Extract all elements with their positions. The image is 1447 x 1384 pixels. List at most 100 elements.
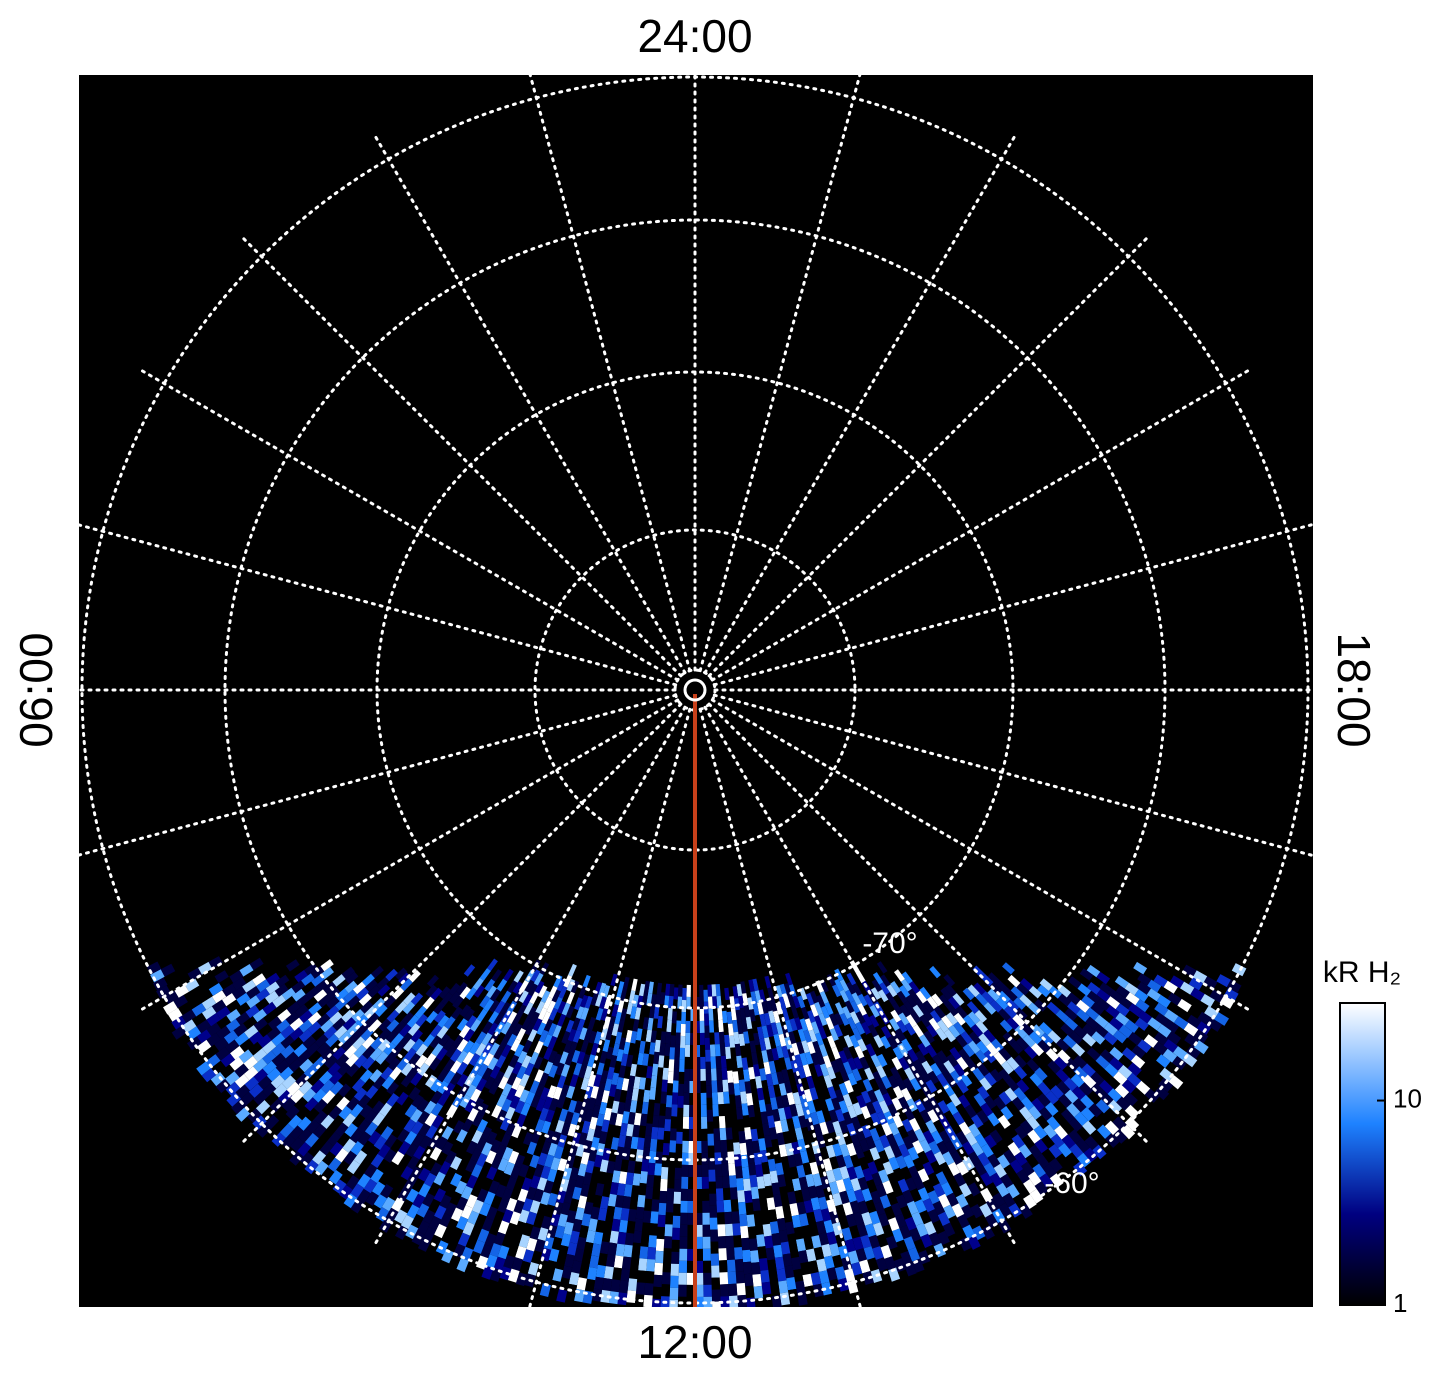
emission-cell xyxy=(682,987,687,1001)
emission-cell xyxy=(1037,1093,1051,1108)
emission-cell xyxy=(1064,1017,1079,1031)
emission-cell xyxy=(683,1104,690,1117)
emission-cell xyxy=(627,1018,635,1031)
emission-cell xyxy=(943,1110,956,1125)
emission-cell xyxy=(556,978,566,992)
emission-cell xyxy=(269,1098,284,1113)
emission-cell xyxy=(206,1032,221,1047)
emission-cell xyxy=(375,1207,390,1222)
emission-cell xyxy=(794,1127,804,1141)
emission-cell xyxy=(353,1150,368,1165)
emission-cell xyxy=(1080,1051,1094,1065)
emission-cell xyxy=(932,1220,945,1235)
emission-cell xyxy=(642,1210,652,1224)
emission-cell xyxy=(635,1028,643,1041)
emission-cell xyxy=(983,1162,997,1177)
emission-cell xyxy=(885,992,897,1006)
emission-cell xyxy=(242,979,257,993)
emission-cell xyxy=(674,1167,682,1180)
emission-cell xyxy=(673,1056,680,1069)
emission-cell xyxy=(838,1023,849,1037)
emission-cell xyxy=(744,1127,752,1140)
emission-cell xyxy=(1029,1031,1043,1045)
emission-cell xyxy=(753,1210,763,1224)
emission-cell xyxy=(470,998,482,1012)
emission-cell xyxy=(460,1169,472,1184)
emission-cell xyxy=(524,1062,535,1076)
emission-cell xyxy=(1027,1129,1041,1144)
emission-cell xyxy=(818,1232,829,1246)
emission-cell xyxy=(646,1111,654,1124)
emission-cell xyxy=(796,1201,807,1215)
emission-cell xyxy=(839,1190,850,1205)
emission-cell xyxy=(917,1187,930,1202)
emission-cell xyxy=(514,1175,526,1190)
emission-cell xyxy=(263,1010,278,1024)
emission-cell xyxy=(1077,974,1092,988)
emission-cell xyxy=(842,1006,852,1020)
emission-cell xyxy=(588,1218,598,1232)
emission-cell xyxy=(1016,1169,1030,1184)
emission-cell xyxy=(533,1163,544,1178)
emission-cell xyxy=(208,982,224,996)
emission-cell xyxy=(503,1161,515,1176)
emission-cell xyxy=(866,1179,878,1193)
emission-cell xyxy=(404,1104,418,1119)
emission-cell xyxy=(782,1167,792,1181)
emission-cell xyxy=(297,1142,312,1157)
emission-cell xyxy=(298,1029,313,1043)
emission-cell xyxy=(357,1173,371,1189)
emission-cell xyxy=(1186,1014,1202,1029)
emission-cell xyxy=(755,1164,764,1178)
emission-cell xyxy=(191,1003,207,1017)
emission-cell xyxy=(1064,1008,1078,1022)
emission-cell xyxy=(751,1262,761,1275)
emission-cell xyxy=(320,1114,335,1129)
emission-cell xyxy=(706,1085,713,1098)
emission-cell xyxy=(646,1174,655,1188)
emission-cell xyxy=(909,1077,922,1092)
emission-cell xyxy=(621,1111,630,1124)
emission-cell xyxy=(810,1112,820,1126)
emission-cell xyxy=(860,1234,872,1249)
emission-cell xyxy=(1158,1077,1174,1093)
emission-cell xyxy=(695,1260,704,1273)
emission-cell xyxy=(729,1187,738,1200)
emission-cell xyxy=(875,1183,887,1198)
emission-cell xyxy=(345,1175,360,1190)
emission-cell xyxy=(946,1003,959,1017)
emission-cell xyxy=(429,1162,443,1177)
emission-cell xyxy=(359,1104,373,1119)
emission-cell xyxy=(511,1061,523,1075)
emission-cell xyxy=(643,1135,652,1148)
emission-cell xyxy=(629,1266,639,1280)
emission-cell xyxy=(922,1198,935,1213)
latitude-label: -70° xyxy=(862,927,917,960)
emission-cell xyxy=(349,1029,363,1043)
meridian xyxy=(240,702,683,1145)
emission-cell xyxy=(431,995,443,1009)
emission-cell xyxy=(273,1083,288,1098)
emission-cell xyxy=(1116,1108,1131,1123)
emission-cell xyxy=(614,1031,623,1045)
meridian xyxy=(710,368,1251,682)
emission-cell xyxy=(455,1145,468,1160)
emission-cell xyxy=(769,1127,778,1140)
emission-cell xyxy=(646,1259,656,1272)
emission-cell xyxy=(374,1120,388,1135)
emission-cell xyxy=(681,999,687,1013)
emission-cell xyxy=(538,1058,549,1072)
emission-cell xyxy=(560,1122,571,1137)
emission-cell xyxy=(613,1158,623,1172)
emission-cell xyxy=(942,1222,956,1237)
emission-cell xyxy=(938,1193,951,1209)
emission-cell xyxy=(998,1068,1012,1083)
emission-cell xyxy=(380,1126,394,1141)
emission-cell xyxy=(908,981,920,994)
emission-cell xyxy=(925,1244,938,1260)
emission-cell xyxy=(832,1120,843,1135)
emission-cell xyxy=(465,1015,477,1029)
emission-cell xyxy=(401,1096,414,1111)
emission-cell xyxy=(367,985,381,998)
emission-cell xyxy=(579,994,589,1008)
